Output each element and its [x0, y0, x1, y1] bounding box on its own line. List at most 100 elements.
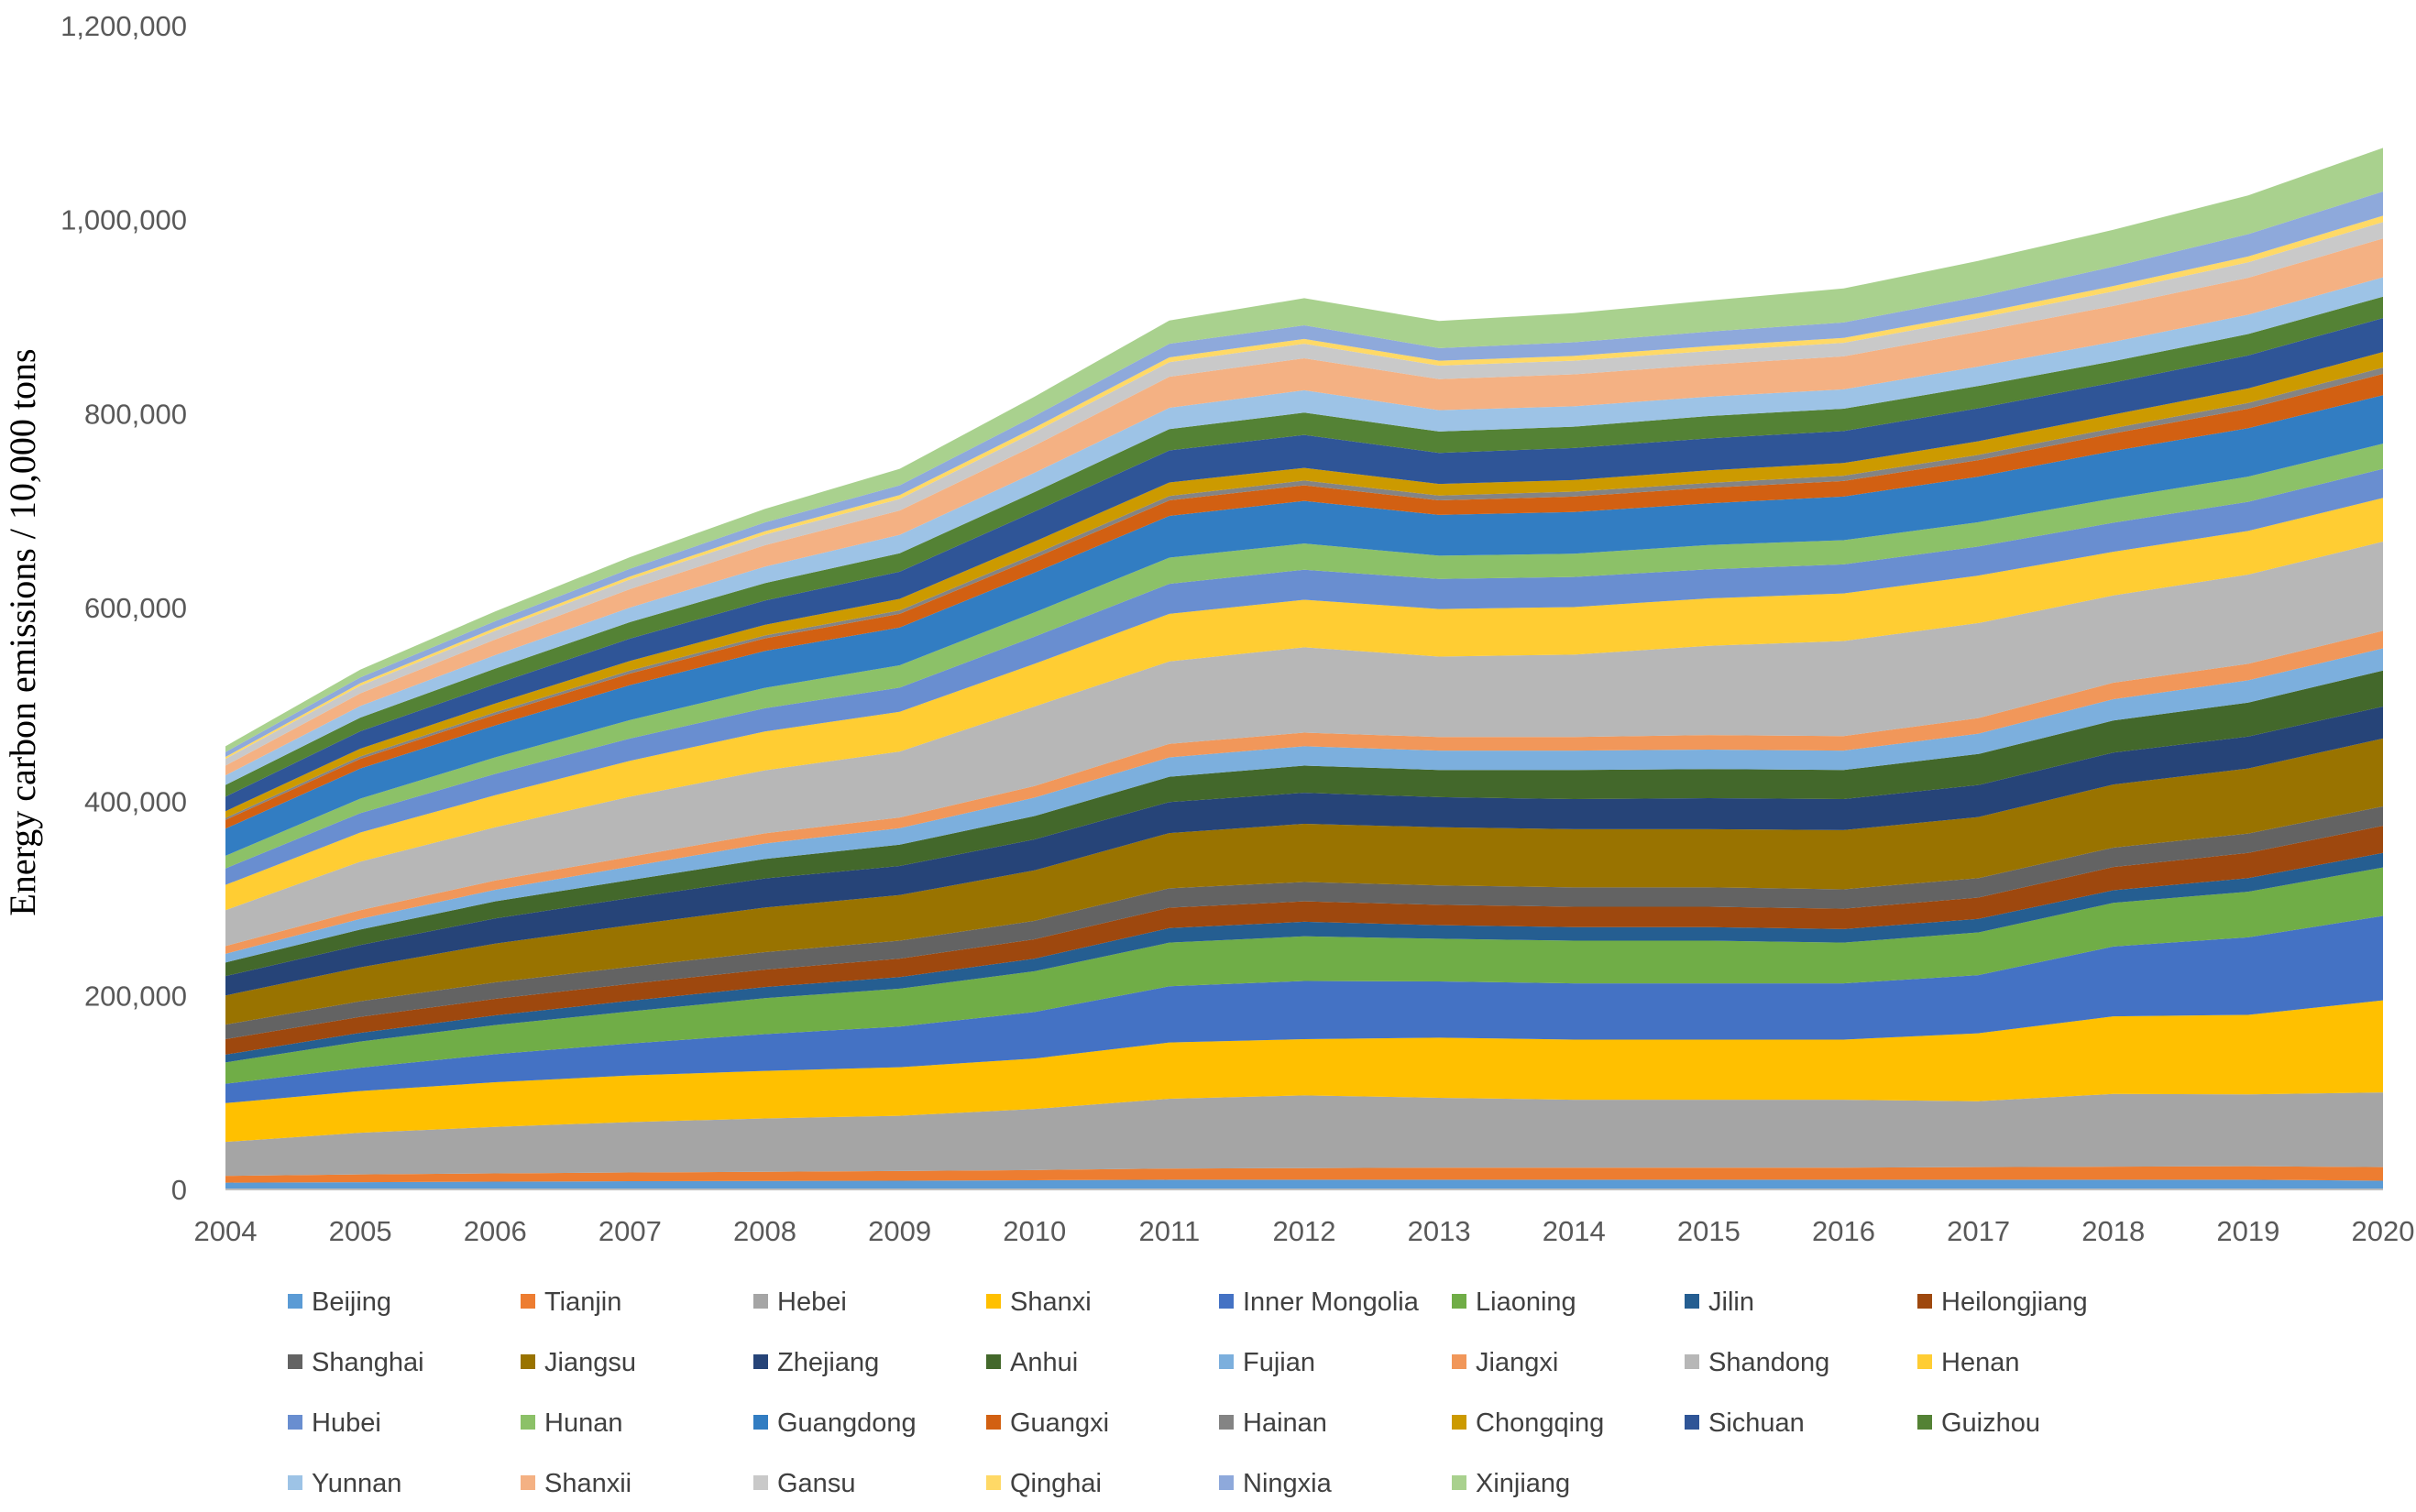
- legend-swatch: [521, 1354, 535, 1369]
- x-tick-label: 2018: [2081, 1215, 2145, 1247]
- y-tick-label: 400,000: [84, 786, 187, 818]
- legend-label: Jiangxi: [1476, 1348, 1558, 1377]
- legend-item-jiangsu: Jiangsu: [521, 1348, 636, 1377]
- legend-swatch: [1917, 1354, 1932, 1369]
- legend-swatch: [1685, 1354, 1699, 1369]
- x-axis-ticks: 2004 2005 2006 2007 2008 2009 2010 2011 2012 2013…: [194, 1215, 2415, 1247]
- legend-item-henan: Henan: [1917, 1348, 2019, 1377]
- area-hubei: [225, 468, 2383, 885]
- legend-label: Chongqing: [1476, 1408, 1604, 1438]
- x-tick-label: 2011: [1139, 1215, 1201, 1247]
- area-hunan: [225, 444, 2383, 869]
- area-shanxii: [225, 238, 2383, 776]
- legend-label: Shanxi: [1010, 1287, 1092, 1317]
- legend-item-liaoning: Liaoning: [1452, 1287, 1576, 1317]
- legend-label: Hubei: [312, 1408, 381, 1438]
- x-tick-label: 2020: [2352, 1215, 2415, 1247]
- legend-swatch: [753, 1354, 768, 1369]
- x-tick-label: 2005: [329, 1215, 392, 1247]
- legend-swatch: [986, 1475, 1001, 1490]
- legend-label: Hunan: [544, 1408, 622, 1438]
- legend-label: Shanghai: [312, 1348, 424, 1377]
- legend-swatch: [288, 1475, 302, 1490]
- legend-label: Gansu: [777, 1469, 855, 1498]
- legend-item-guangdong: Guangdong: [753, 1408, 917, 1438]
- x-tick-label: 2007: [599, 1215, 662, 1247]
- area-guizhou: [225, 296, 2383, 797]
- legend-swatch: [1452, 1354, 1466, 1369]
- legend-label: Guizhou: [1941, 1408, 2040, 1438]
- area-hainan: [225, 367, 2383, 820]
- legend-item-inner-mongolia: Inner Mongolia: [1219, 1287, 1420, 1317]
- legend-swatch: [753, 1294, 768, 1309]
- x-tick-label: 2013: [1408, 1215, 1471, 1247]
- legend-item-hubei: Hubei: [288, 1408, 381, 1438]
- area-liaoning: [225, 867, 2383, 1084]
- x-tick-label: 2004: [194, 1215, 258, 1247]
- y-axis-label: Energy carbon emissions / 10,000 tons: [2, 348, 43, 915]
- area-inner-mongolia: [225, 915, 2383, 1103]
- legend-item-shanxii: Shanxii: [521, 1469, 631, 1498]
- area-jiangsu: [225, 738, 2383, 1025]
- legend-label: Jilin: [1708, 1287, 1754, 1317]
- legend-item-guangxi: Guangxi: [986, 1408, 1109, 1438]
- y-tick-label: 600,000: [84, 592, 187, 624]
- legend-label: Anhui: [1010, 1348, 1078, 1377]
- area-guangdong: [225, 395, 2383, 856]
- legend-swatch: [1917, 1294, 1932, 1309]
- legend-swatch: [1452, 1294, 1466, 1309]
- legend-label: Guangdong: [777, 1408, 917, 1438]
- area-xinjiang: [225, 148, 2383, 752]
- y-tick-label: 0: [171, 1174, 187, 1206]
- y-tick-label: 800,000: [84, 398, 187, 430]
- legend-item-qinghai: Qinghai: [986, 1469, 1102, 1498]
- legend-label: Heilongjiang: [1941, 1287, 2088, 1317]
- area-shanxi: [225, 1000, 2383, 1143]
- legend-swatch: [1219, 1354, 1234, 1369]
- legend-item-gansu: Gansu: [753, 1469, 855, 1498]
- area-chongqing: [225, 352, 2383, 818]
- legend-swatch: [753, 1475, 768, 1490]
- legend-swatch: [521, 1294, 535, 1309]
- legend-item-shandong: Shandong: [1685, 1348, 1829, 1377]
- legend-label: Liaoning: [1476, 1287, 1576, 1317]
- x-tick-label: 2008: [733, 1215, 796, 1247]
- area-ningxia: [225, 191, 2383, 757]
- x-tick-label: 2016: [1812, 1215, 1875, 1247]
- x-tick-label: 2019: [2216, 1215, 2279, 1247]
- legend-label: Inner Mongolia: [1243, 1287, 1420, 1317]
- legend-label: Yunnan: [312, 1469, 401, 1498]
- legend-swatch: [288, 1354, 302, 1369]
- x-tick-label: 2012: [1273, 1215, 1336, 1247]
- area-beijing: [225, 1179, 2383, 1189]
- legend-swatch: [288, 1415, 302, 1430]
- legend-label: Shanxii: [544, 1469, 631, 1498]
- area-tianjin: [225, 1166, 2383, 1183]
- legend-item-heilongjiang: Heilongjiang: [1917, 1287, 2088, 1317]
- x-tick-label: 2010: [1003, 1215, 1066, 1247]
- legend-swatch: [753, 1415, 768, 1430]
- x-tick-label: 2014: [1543, 1215, 1606, 1247]
- legend-swatch: [288, 1294, 302, 1309]
- y-tick-label: 1,200,000: [60, 10, 187, 42]
- legend-item-tianjin: Tianjin: [521, 1287, 621, 1317]
- x-tick-label: 2015: [1677, 1215, 1741, 1247]
- y-tick-label: 200,000: [84, 980, 187, 1012]
- area-henan: [225, 498, 2383, 911]
- legend-label: Beijing: [312, 1287, 391, 1317]
- legend-label: Zhejiang: [777, 1348, 879, 1377]
- legend-label: Xinjiang: [1476, 1469, 1570, 1498]
- legend-swatch: [521, 1475, 535, 1490]
- legend-item-shanxi: Shanxi: [986, 1287, 1092, 1317]
- legend-swatch: [1685, 1415, 1699, 1430]
- legend-label: Guangxi: [1010, 1408, 1109, 1438]
- legend-label: Tianjin: [544, 1287, 621, 1317]
- legend-item-jilin: Jilin: [1685, 1287, 1754, 1317]
- legend-item-hunan: Hunan: [521, 1408, 622, 1438]
- legend-label: Jiangsu: [544, 1348, 636, 1377]
- legend-label: Fujian: [1243, 1348, 1315, 1377]
- y-axis-ticks: 0 200,000 400,000 600,000 800,000 1,000,000 1,…: [60, 10, 187, 1206]
- legend-swatch: [1219, 1475, 1234, 1490]
- legend-item-chongqing: Chongqing: [1452, 1408, 1604, 1438]
